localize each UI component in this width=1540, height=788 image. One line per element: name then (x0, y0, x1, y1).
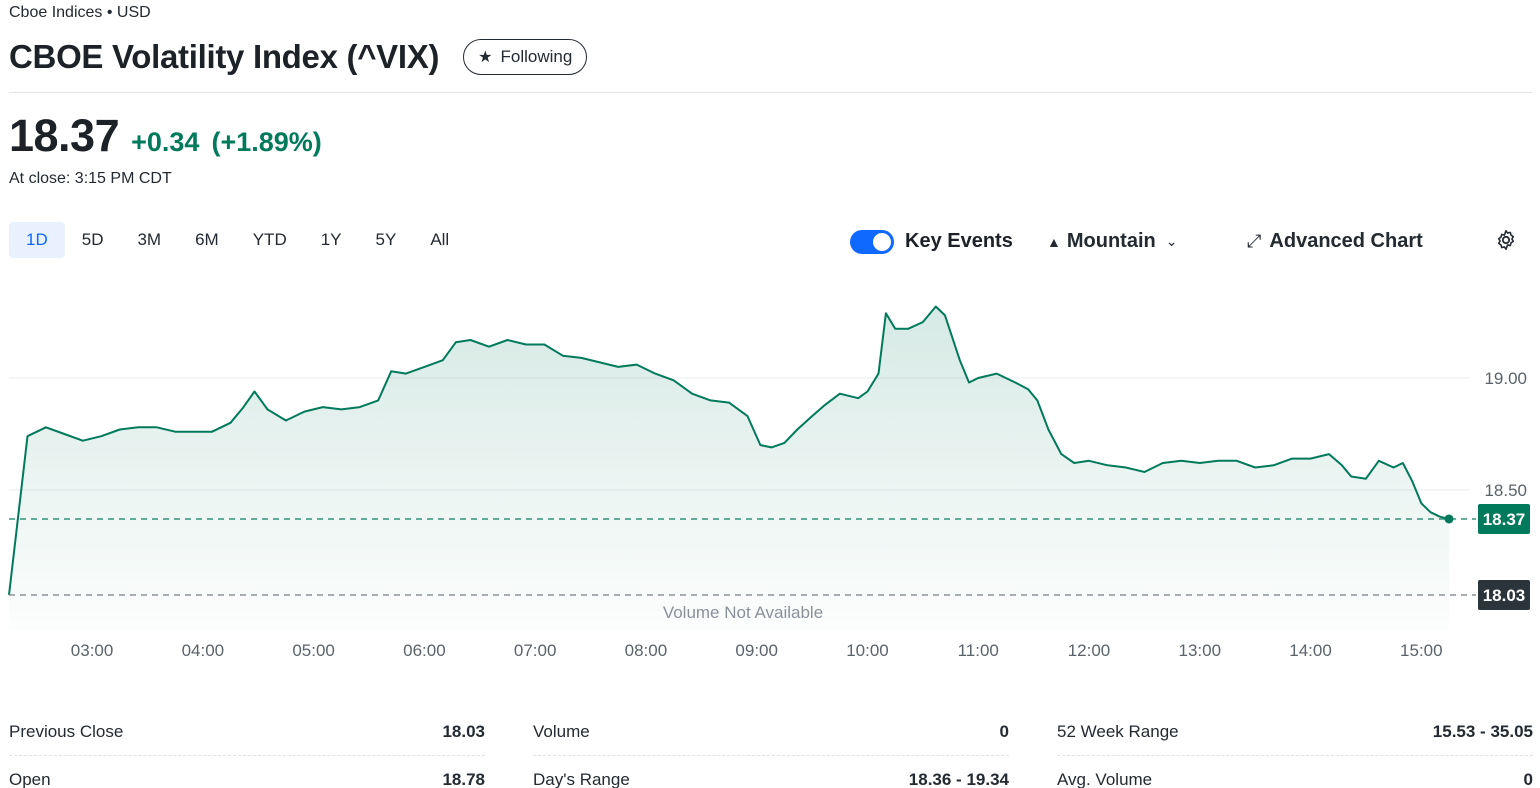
price-chart[interactable]: 19.00 18.50 03:00 04:00 05:00 06:00 07:00 08:00… (0, 270, 1540, 670)
range-tab-5d[interactable]: 5D (81, 230, 104, 249)
mountain-icon: ▲ (1047, 233, 1061, 250)
expand-icon: ⤢ (1247, 231, 1262, 251)
x-tick-label: 14:00 (1289, 641, 1332, 660)
star-icon: ★ (478, 49, 493, 66)
x-tick-label: 12:00 (1068, 641, 1111, 660)
last-price-point (1444, 514, 1454, 524)
price-change: +0.34 (131, 127, 200, 157)
stat-row: Volume 0 (533, 708, 1009, 756)
chart-toolbar: Key Events ▲ Mountain ⌄ ⤢ Advanced Chart (850, 226, 1520, 256)
page-title: CBOE Volatility Index (^VIX) (9, 38, 440, 75)
x-tick-label: 06:00 (403, 641, 446, 660)
range-tab-ytd[interactable]: YTD (252, 230, 287, 249)
key-events-label: Key Events (905, 230, 1013, 252)
close-time: At close: 3:15 PM CDT (9, 170, 172, 187)
stat-value: 15.53 - 35.05 (1432, 721, 1533, 741)
stat-value: 18.36 - 19.34 (908, 770, 1009, 788)
exchange-label: Cboe Indices • USD (9, 4, 151, 21)
advanced-chart-label: Advanced Chart (1269, 230, 1423, 252)
stat-label: Previous Close (9, 721, 124, 741)
following-button[interactable]: ★ Following (463, 39, 588, 75)
price-line (8, 305, 1450, 596)
x-tick-label: 09:00 (735, 641, 778, 660)
quote-row: 18.37 +0.34 (+1.89%) (9, 110, 322, 162)
stat-label: Volume (533, 721, 590, 741)
x-tick-label: 15:00 (1400, 641, 1443, 660)
stat-label: Open (9, 770, 51, 788)
stat-value: 18.03 (442, 721, 485, 741)
x-tick-label: 04:00 (182, 641, 225, 660)
y-tick-label: 19.00 (1484, 369, 1527, 388)
price-chart-svg: 19.00 18.50 03:00 04:00 05:00 06:00 07:00 08:00… (8, 305, 1530, 660)
title-row: CBOE Volatility Index (^VIX) ★ Following (9, 38, 588, 76)
stats-column: 52 Week Range 15.53 - 35.05 Avg. Volume 0 (1057, 708, 1533, 788)
gear-icon[interactable] (1494, 228, 1518, 252)
stat-value: 0 (999, 721, 1009, 741)
last-price-tag (1478, 503, 1530, 534)
stat-value: 18.78 (442, 770, 485, 788)
stat-label: 52 Week Range (1057, 721, 1179, 741)
stat-value: 0 (1523, 770, 1533, 788)
stat-row: Previous Close 18.03 (9, 708, 485, 756)
x-tick-label: 08:00 (625, 641, 668, 660)
toggle-knob (873, 233, 891, 251)
price-area (9, 306, 1449, 630)
stats-column: Volume 0 Day's Range 18.36 - 19.34 (533, 708, 1009, 788)
header-divider (9, 92, 1532, 93)
following-label: Following (500, 47, 573, 66)
volume-note: Volume Not Available (663, 603, 823, 622)
range-tab-1d[interactable]: 1D (9, 222, 65, 258)
x-tick-label: 10:00 (846, 641, 889, 660)
last-price-tag-label: 18.37 (1483, 510, 1526, 529)
stats-column: Previous Close 18.03 Open 18.78 (9, 708, 485, 788)
last-price: 18.37 (9, 110, 120, 161)
previous-close-tag (1478, 580, 1530, 610)
advanced-chart-button[interactable]: ⤢ Advanced Chart (1247, 230, 1423, 253)
price-change-percent: (+1.89%) (211, 127, 322, 157)
stat-label: Avg. Volume (1057, 770, 1153, 788)
x-tick-label: 07:00 (514, 641, 557, 660)
x-tick-label: 13:00 (1178, 641, 1221, 660)
range-tabs: 1D 5D 3M 6M YTD 1Y 5Y All (9, 222, 466, 258)
range-tab-5y[interactable]: 5Y (375, 230, 397, 249)
x-tick-label: 11:00 (958, 641, 999, 660)
key-events-toggle[interactable] (850, 230, 894, 254)
x-tick-label: 03:00 (71, 641, 114, 660)
range-tab-3m[interactable]: 3M (137, 230, 162, 249)
range-tab-1y[interactable]: 1Y (320, 230, 342, 249)
stat-row: Avg. Volume 0 (1057, 756, 1533, 788)
range-tab-all[interactable]: All (430, 230, 450, 249)
y-tick-label: 18.50 (1484, 481, 1527, 500)
chevron-down-icon: ⌄ (1165, 233, 1178, 249)
x-tick-label: 05:00 (292, 641, 335, 660)
stat-label: Day's Range (533, 770, 630, 788)
stat-row: 52 Week Range 15.53 - 35.05 (1057, 708, 1533, 756)
previous-close-tag-label: 18.03 (1483, 586, 1526, 605)
chart-type-dropdown[interactable]: ▲ Mountain ⌄ (1047, 230, 1177, 253)
range-tab-6m[interactable]: 6M (195, 230, 219, 249)
stat-row: Day's Range 18.36 - 19.34 (533, 756, 1009, 788)
chart-type-label: Mountain (1066, 230, 1156, 252)
stat-row: Open 18.78 (9, 756, 485, 788)
